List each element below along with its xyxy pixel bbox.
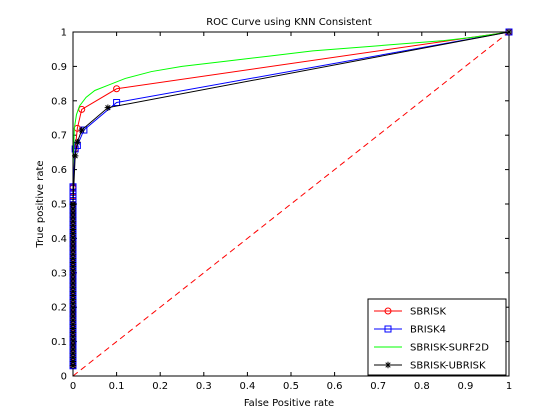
legend-label: SBRISK-UBRISK — [410, 361, 486, 372]
legend-label: BRISK4 — [410, 325, 446, 336]
legend-entry-sbrisk-surf2d: SBRISK-SURF2D — [374, 343, 489, 354]
x-tick-label: 0.9 — [457, 381, 473, 392]
series-line-sbrisk-surf2d — [72, 31, 510, 170]
legend-entry-sbrisk: SBRISK — [374, 307, 446, 318]
legend-label: SBRISK-SURF2D — [410, 343, 489, 354]
data-point-sbrisk-ubrisk — [78, 126, 85, 134]
data-point-brisk4 — [113, 99, 121, 107]
x-tick-label: 0 — [70, 381, 76, 392]
y-axis-label: True positive rate — [35, 160, 46, 248]
x-tick-label: 0.4 — [239, 381, 255, 392]
x-tick-label: 0.1 — [109, 381, 125, 392]
y-tick-label: 1 — [61, 28, 67, 39]
y-tick-label: 0.7 — [51, 131, 67, 142]
y-tick-label: 0.3 — [51, 268, 67, 279]
data-point-sbrisk-ubrisk — [71, 152, 79, 160]
chart-title: ROC Curve using KNN Consistent — [206, 17, 372, 28]
plot-frame — [72, 31, 510, 377]
x-tick-label: 0.5 — [283, 381, 299, 392]
legend-label: SBRISK — [410, 307, 446, 318]
legend: SBRISK BRISK4 SBRISK-SURF2D SBRISK-UBRISK — [367, 298, 507, 376]
y-tick-label: 0.6 — [51, 165, 67, 176]
y-tick-label: 0.2 — [51, 303, 67, 314]
x-tick-label: 0.8 — [414, 381, 430, 392]
data-point-sbrisk-ubrisk — [104, 104, 112, 111]
x-tick-label: 0.6 — [327, 381, 343, 392]
x-tick-label: 0.7 — [370, 381, 386, 392]
x-tick-label: 1 — [506, 381, 512, 392]
ticks-layer: 0 0.1 0.2 0.3 0.4 0.5 0.6 0.7 0.8 0.9 1 0 0.1 0.2 0.3 0… — [51, 28, 512, 393]
x-tick-label: 0.2 — [152, 381, 168, 392]
legend-entry-sbrisk-ubrisk: SBRISK-UBRISK — [374, 361, 486, 372]
data-point-sbrisk-ubrisk — [74, 138, 81, 146]
x-axis-label: False Positive rate — [244, 398, 334, 409]
y-tick-label: 0.9 — [51, 62, 67, 73]
y-tick-label: 0.5 — [51, 200, 67, 211]
data-point-sbrisk — [113, 85, 121, 93]
legend-swatch-marker — [384, 307, 392, 315]
legend-swatch-marker — [384, 361, 392, 369]
y-tick-label: 0.8 — [51, 96, 67, 107]
reference-diagonal-line — [72, 31, 510, 377]
y-tick-label: 0 — [61, 372, 67, 383]
legend-entry-brisk4: BRISK4 — [374, 325, 446, 336]
y-tick-label: 0.4 — [51, 234, 67, 245]
y-tick-label: 0.1 — [51, 337, 67, 348]
x-tick-label: 0.3 — [196, 381, 212, 392]
legend-swatch-marker — [384, 325, 392, 333]
series-sbrisk-surf2d — [72, 31, 510, 170]
